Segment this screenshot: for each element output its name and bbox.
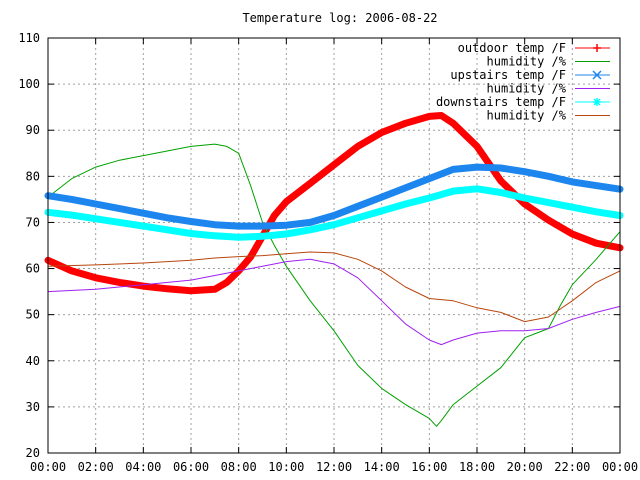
x-tick-label: 00:00 <box>602 460 638 474</box>
legend-label: downstairs temp /F <box>436 95 566 109</box>
x-tick-label: 20:00 <box>507 460 543 474</box>
x-tick-label: 22:00 <box>554 460 590 474</box>
x-tick-label: 02:00 <box>78 460 114 474</box>
legend-marker-cross <box>592 70 602 80</box>
y-tick-label: 60 <box>26 262 40 276</box>
x-tick-label: 16:00 <box>411 460 447 474</box>
y-tick-label: 110 <box>18 31 40 45</box>
y-tick-label: 20 <box>26 446 40 460</box>
y-tick-label: 100 <box>18 77 40 91</box>
y-tick-label: 70 <box>26 215 40 229</box>
legend-label: humidity /% <box>487 109 567 123</box>
x-tick-label: 14:00 <box>364 460 400 474</box>
axis-ticks: 20 30 40 50 60 70 80 90 100 110 00:00 02:00 04:00 06:… <box>18 31 638 474</box>
series-line-1 <box>44 112 624 295</box>
legend-label: outdoor temp /F <box>458 41 566 55</box>
x-tick-label: 12:00 <box>316 460 352 474</box>
series-line-5 <box>44 185 624 241</box>
y-tick-label: 30 <box>26 400 40 414</box>
legend-marker-plus <box>593 44 601 52</box>
y-tick-label: 50 <box>26 308 40 322</box>
x-tick-label: 08:00 <box>221 460 257 474</box>
legend-marker-star <box>593 98 601 106</box>
series-line-2 <box>47 143 621 427</box>
series-line-4 <box>47 258 621 346</box>
y-tick-label: 90 <box>26 123 40 137</box>
legend-label: humidity /% <box>487 55 567 69</box>
x-tick-label: 06:00 <box>173 460 209 474</box>
series-line-6 <box>47 251 621 323</box>
legend-label: upstairs temp /F <box>450 68 566 82</box>
chart-title: Temperature log: 2006-08-22 <box>242 11 437 25</box>
x-tick-label: 00:00 <box>30 460 66 474</box>
y-tick-label: 40 <box>26 354 40 368</box>
x-tick-label: 04:00 <box>125 460 161 474</box>
series-layer <box>44 112 624 427</box>
series-line-3 <box>44 163 624 230</box>
x-tick-label: 10:00 <box>268 460 304 474</box>
legend-label: humidity /% <box>487 82 567 96</box>
x-tick-label: 18:00 <box>459 460 495 474</box>
y-tick-label: 80 <box>26 169 40 183</box>
plot-frame <box>47 37 621 454</box>
